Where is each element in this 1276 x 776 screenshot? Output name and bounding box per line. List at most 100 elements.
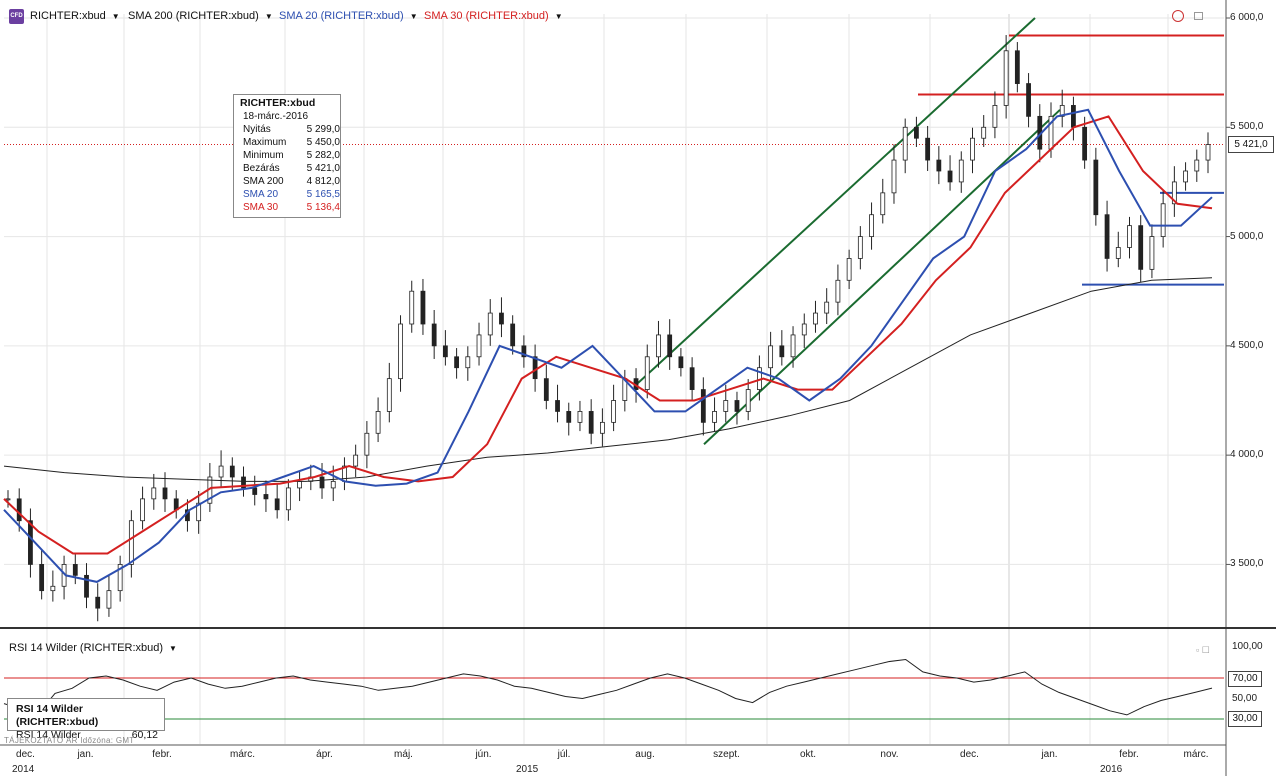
info-row-sma20: SMA 20 5 165,5 — [240, 188, 340, 201]
candle-body — [712, 411, 717, 423]
candle-body — [285, 487, 291, 511]
candle-body — [644, 356, 650, 390]
x-month-label: dec. — [960, 749, 979, 760]
candle-body — [734, 400, 740, 412]
candle-body — [588, 411, 594, 434]
y-tick-label: 4 500,0 — [1230, 339, 1264, 351]
info-key: Bezárás — [243, 163, 280, 174]
candle-body — [28, 520, 33, 565]
candle-body — [768, 345, 774, 369]
legend-sma200-label: SMA 200 (RICHTER:xbud) — [128, 10, 259, 22]
candle-body — [857, 236, 863, 259]
candle-body — [465, 356, 471, 369]
chevron-down-icon[interactable]: ▼ — [169, 644, 177, 653]
candle-body — [566, 411, 572, 423]
info-value: 5 282,0 — [306, 150, 340, 161]
candle-body — [162, 487, 168, 500]
footer-note: TÁJÉKOZTATÓ ÁR Időzóna: GMT — [4, 736, 135, 745]
rsi-series — [3, 658, 1213, 716]
candle-body — [106, 590, 112, 609]
candle-body — [95, 596, 101, 609]
candle-body — [1026, 83, 1031, 117]
chevron-down-icon[interactable]: ▼ — [409, 12, 418, 21]
info-row-open: Nyitás 5 299,0 — [240, 123, 340, 136]
candle-body — [319, 476, 325, 489]
x-month-label: jan. — [77, 749, 94, 760]
info-key: SMA 20 — [243, 189, 279, 200]
trend-drawings — [637, 17, 1224, 445]
candle-body — [39, 564, 45, 592]
rsi-line — [3, 658, 1213, 716]
legend-sma30[interactable]: SMA 30 (RICHTER:xbud) ▼ — [424, 10, 563, 22]
chevron-down-icon[interactable]: ▼ — [111, 12, 120, 21]
candle-body — [241, 476, 246, 489]
candle-body — [274, 498, 280, 511]
candle-body — [1171, 181, 1177, 205]
candle-body — [364, 432, 370, 456]
chevron-down-icon[interactable]: ▼ — [554, 12, 563, 21]
cfd-icon: CFD — [9, 9, 24, 24]
candle-body — [801, 323, 807, 336]
rsi-level-low-label: 30,00 — [1228, 711, 1262, 727]
last-price-label: 5 421,0 — [1228, 136, 1274, 153]
y-tick-label: 5 000,0 — [1230, 230, 1264, 242]
info-row-max: Maximum 5 450,0 — [240, 136, 340, 149]
candle-body — [1104, 214, 1110, 259]
candle-body — [353, 454, 359, 467]
candle-body — [992, 105, 998, 128]
x-month-label: aug. — [635, 749, 655, 760]
y-tick-label: 6 000,0 — [1230, 12, 1264, 23]
info-row-sma200: SMA 200 4 812,0 — [240, 175, 340, 188]
rsi-legend[interactable]: RSI 14 Wilder (RICHTER:xbud) ▼ — [9, 642, 177, 654]
candle-body — [297, 480, 302, 489]
candle-body — [431, 323, 437, 347]
candle-body — [958, 159, 964, 183]
chevron-down-icon[interactable]: ▼ — [264, 12, 273, 21]
rsi-box-label: RSI 14 Wilder — [16, 729, 81, 741]
x-year-label: 2016 — [1100, 764, 1123, 775]
info-value: 4 812,0 — [306, 176, 340, 187]
x-month-label: márc. — [1183, 749, 1209, 760]
candle-body — [386, 378, 392, 412]
candle-body — [487, 312, 493, 336]
candle-body — [723, 400, 729, 412]
candle-body — [128, 520, 134, 565]
rsi-y-tick-label: 100,00 — [1232, 641, 1263, 652]
window-restore-icon[interactable] — [1194, 12, 1203, 20]
rsi-y-tick-label: 50,00 — [1232, 693, 1258, 704]
sma30-line — [3, 115, 1213, 555]
candle-body — [1194, 159, 1200, 172]
legend-sma200[interactable]: SMA 200 (RICHTER:xbud) ▼ — [128, 10, 273, 22]
candle-body — [72, 564, 78, 576]
info-box-title: RICHTER:xbud — [240, 97, 316, 109]
candle-body — [252, 487, 258, 495]
candle-body — [667, 334, 673, 358]
info-key: Minimum — [243, 150, 284, 161]
candle-body — [869, 214, 874, 237]
candle-body — [970, 137, 975, 161]
legend-sma20[interactable]: SMA 20 (RICHTER:xbud) ▼ — [279, 10, 418, 22]
x-month-label: máj. — [394, 749, 413, 760]
info-key: Maximum — [243, 137, 287, 148]
legend-symbol[interactable]: RICHTER:xbud ▼ — [30, 10, 120, 22]
clock-icon[interactable] — [1172, 10, 1184, 22]
x-month-label: okt. — [799, 749, 817, 760]
rsi-window-controls[interactable]: ▫ ☐ — [1196, 645, 1210, 655]
chart-toolbar: CFD RICHTER:xbud ▼ SMA 200 (RICHTER:xbud)… — [0, 0, 1226, 30]
y-tick-label: 5 500,0 — [1230, 121, 1264, 133]
rsi-box-row: RSI 14 Wilder 60,12 — [16, 729, 158, 742]
candle-body — [1014, 50, 1020, 84]
info-value: 5 136,4 — [306, 202, 340, 213]
candle-body — [117, 564, 123, 592]
rsi-box-value: 60,12 — [131, 729, 158, 741]
candle-body — [218, 465, 224, 478]
rsi-info-box: RSI 14 Wilder (RICHTER:xbud) RSI 14 Wild… — [7, 698, 165, 741]
candle-body — [947, 170, 953, 183]
info-value: 5 299,0 — [306, 124, 340, 135]
candle-body — [140, 498, 145, 522]
candlestick-series — [5, 35, 1211, 622]
candle-body — [330, 480, 336, 489]
x-month-label: jún. — [475, 749, 492, 760]
